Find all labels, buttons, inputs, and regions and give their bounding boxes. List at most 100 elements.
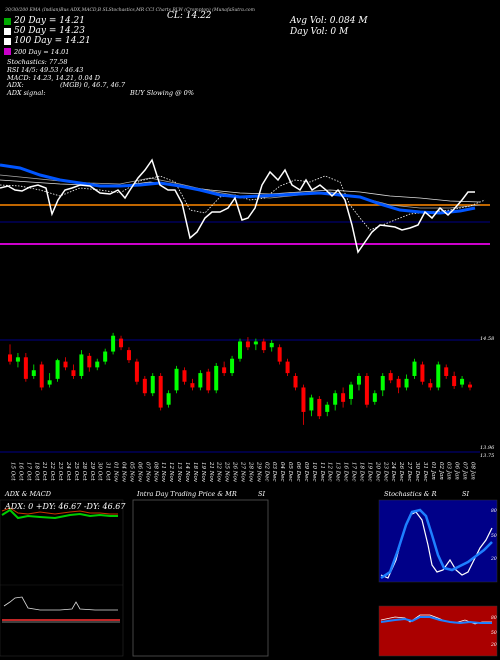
- ema20-swatch: [4, 18, 11, 25]
- rsi-blue-line: [380, 616, 492, 625]
- date-tick-label: 30 Oct: [97, 462, 103, 481]
- date-tick-label: 05 Nov: [128, 462, 134, 483]
- candle-body: [452, 375, 457, 387]
- ema100-swatch: [4, 38, 11, 45]
- date-tick-label: 23 Dec: [382, 461, 388, 482]
- stoch-tick-50: 50: [491, 534, 497, 539]
- date-tick-label: 21 Nov: [208, 461, 214, 483]
- date-tick-label: 24 Oct: [65, 461, 71, 481]
- candle-body: [142, 378, 147, 394]
- date-tick-label: 15 Oct: [10, 462, 16, 481]
- indicator-panel: [0, 158, 490, 254]
- candle-body: [341, 393, 346, 402]
- date-tick-label: 18 Nov: [192, 462, 198, 483]
- ema-mid-line: [0, 174, 481, 209]
- stoch-si: SI: [462, 490, 470, 498]
- adx-values: (MGB) 0, 46.7, 46.7: [60, 81, 126, 89]
- date-tick-label: 19 Dec: [366, 462, 372, 482]
- date-tick-label: 08 Jan: [470, 462, 476, 480]
- adx-label: ADX:: [7, 81, 24, 89]
- candle-body: [388, 373, 393, 381]
- intraday-panel: [132, 499, 269, 657]
- date-tick-label: 27 Nov: [240, 461, 246, 483]
- date-tick-label: 29 Oct: [89, 461, 95, 481]
- rsi-box: [378, 605, 498, 657]
- intraday-box: [132, 499, 269, 657]
- candle-body: [277, 347, 282, 362]
- candle-body: [293, 375, 298, 388]
- adx-red-line: [1, 507, 118, 515]
- date-tick-label: 26 Dec: [398, 461, 404, 482]
- date-tick-label: 29 Nov: [255, 461, 261, 483]
- ema50-swatch: [4, 28, 11, 35]
- adx-reading: ADX: 0 +DY: 46.67 -DY: 46.67: [5, 502, 126, 511]
- candle-body: [301, 387, 306, 412]
- candle-body: [79, 354, 84, 376]
- rsi-text: RSI 14/5: 49.53 / 46.43: [7, 66, 84, 74]
- price-panel: 15 Oct 16 Oct 17 Oct 18 Oct 21 Oct 22 Oct 23 O…: [0, 332, 480, 483]
- date-tick-label: 04 Dec: [279, 462, 285, 482]
- macd-text: MACD: 14.23, 14.21, 0.04 D: [7, 74, 101, 82]
- adx-green-line: [1, 508, 118, 520]
- candle-body: [238, 341, 242, 359]
- date-tick-label: 11 Nov: [160, 462, 166, 483]
- rsi-tick-80: 80: [491, 616, 497, 621]
- candle-body: [47, 380, 52, 385]
- candle-body: [404, 378, 409, 388]
- date-tick-label: 03 Jan: [446, 462, 452, 480]
- candle-body: [444, 367, 449, 376]
- stoch-panel-title: Stochastics & R: [384, 490, 437, 498]
- candle-body: [87, 355, 92, 368]
- candle-body: [222, 367, 227, 374]
- cl-label: CL: 14.22: [167, 11, 212, 21]
- date-tick-label: 26 Nov: [232, 461, 238, 483]
- adx-panel-title: ADX & MACD: [5, 490, 51, 498]
- stoch-dotted: [0, 175, 486, 231]
- date-tick-label: 17 Dec: [351, 462, 357, 482]
- macd-white-line: [3, 596, 118, 611]
- candle-body: [230, 358, 235, 374]
- candle-body: [309, 397, 314, 411]
- ema200-swatch: [4, 48, 11, 55]
- date-tick-label: 04 Nov: [121, 462, 127, 483]
- candle-body: [356, 375, 361, 385]
- date-tick-label: 05 Dec: [287, 462, 293, 482]
- candle-body: [269, 342, 274, 348]
- candle-body: [428, 383, 433, 388]
- adx-box: [0, 499, 124, 657]
- candle-body: [349, 384, 354, 399]
- candle-body: [372, 393, 377, 402]
- date-tick-label: 21 Oct: [41, 461, 47, 481]
- candle-body: [174, 368, 179, 391]
- price-bottom-label-1: 13.96: [480, 445, 495, 451]
- candle-body: [261, 341, 266, 351]
- candle-body: [71, 370, 76, 376]
- date-tick-label: 18 Dec: [358, 462, 364, 482]
- date-tick-label: 13 Dec: [335, 462, 341, 482]
- stoch-text: Stochastics: 77.58: [7, 58, 68, 66]
- candle-body: [111, 335, 116, 352]
- date-tick-label: 16 Dec: [343, 462, 349, 482]
- date-tick-label: 02 Jan: [438, 462, 444, 480]
- date-tick-label: 06 Dec: [295, 462, 301, 482]
- candle-body: [8, 354, 12, 362]
- candle-body: [412, 361, 417, 376]
- candle-body: [206, 371, 211, 391]
- header-line: 30/30/200 EMA (Indian)Bus ADX,MACD,B SLS…: [5, 8, 255, 13]
- candle-body: [182, 370, 187, 382]
- candle-body: [436, 364, 441, 388]
- stoch-tick-80: 80: [491, 509, 497, 514]
- candle-body: [126, 350, 131, 361]
- candle-body: [55, 360, 60, 379]
- candle-body: [134, 361, 139, 382]
- date-tick-label: 01 Jan: [430, 462, 436, 480]
- adx-signal-label: ADX signal:: [7, 89, 46, 97]
- date-tick-label: 22 Nov: [216, 461, 222, 483]
- candle-body: [150, 375, 155, 394]
- date-tick-label: 20 Dec: [374, 461, 380, 482]
- candle-body: [119, 338, 124, 348]
- candle-body: [214, 365, 219, 391]
- stoch-box: [378, 499, 498, 583]
- price-line: [0, 158, 475, 254]
